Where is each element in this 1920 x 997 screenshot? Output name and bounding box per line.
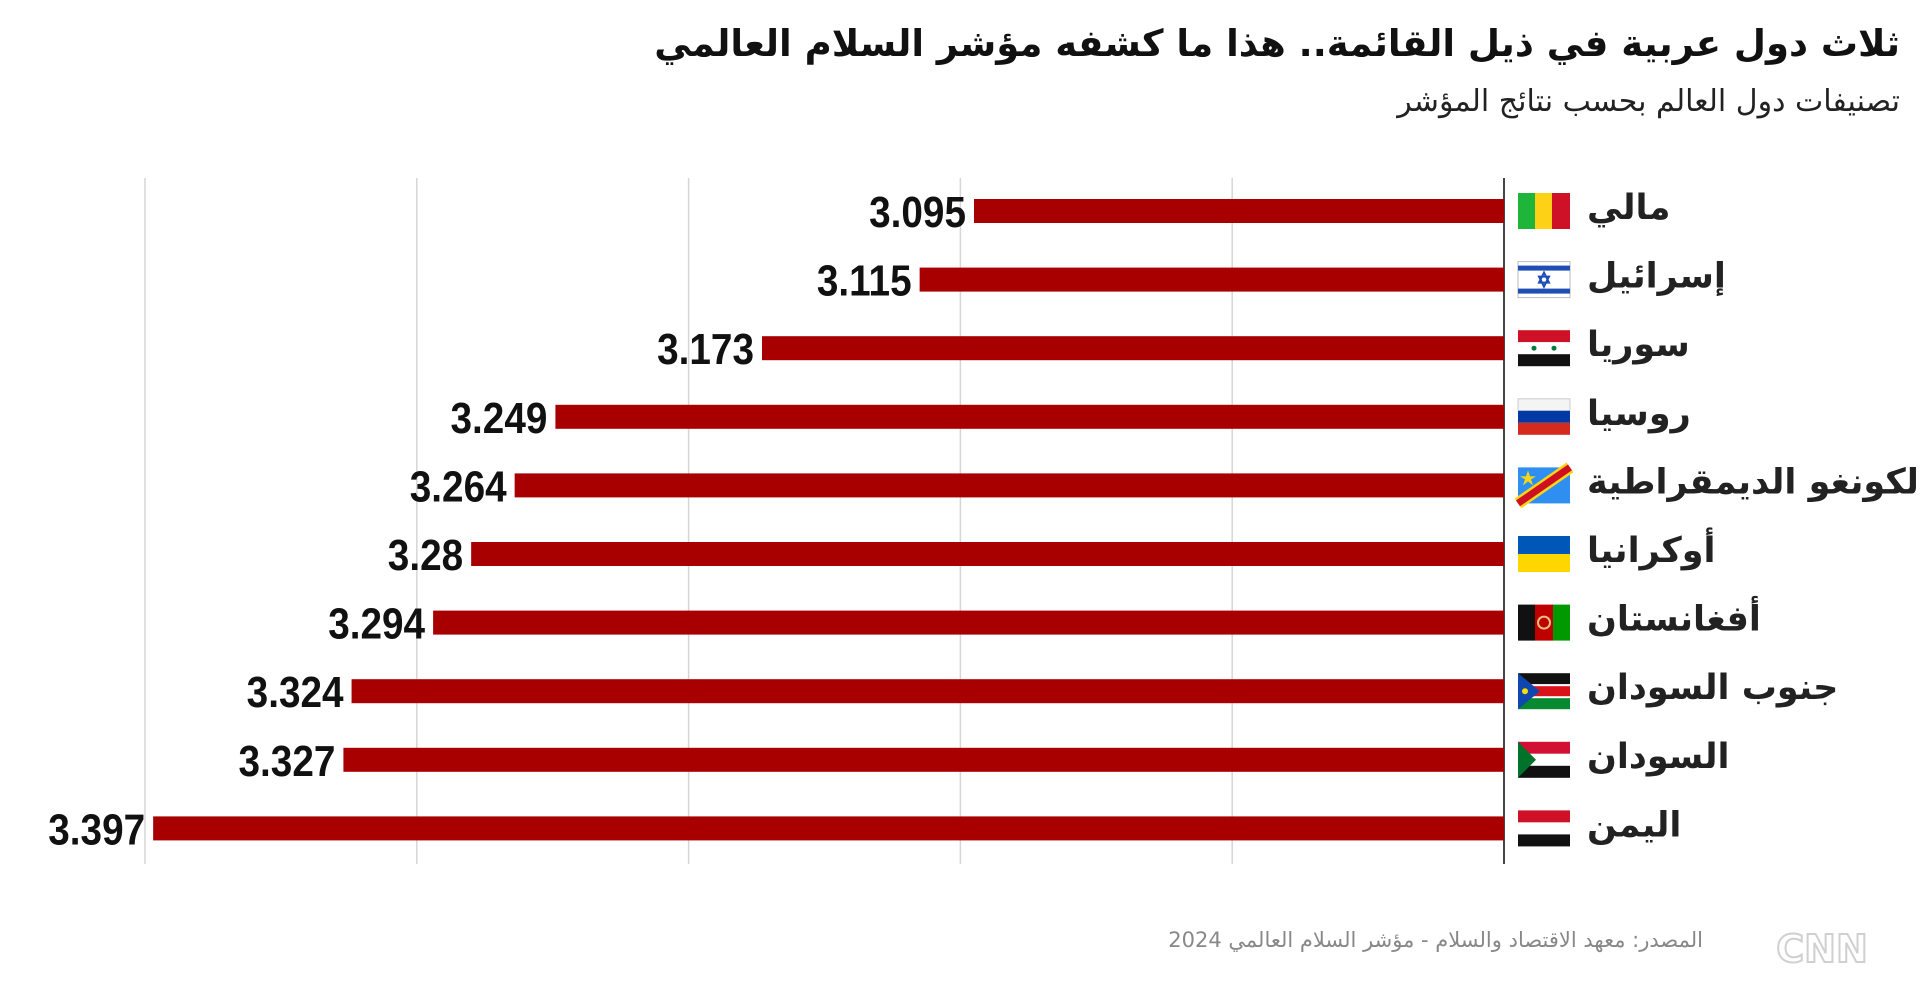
- value-label: 3.249: [451, 392, 548, 442]
- ukraine-flag-icon: [1518, 536, 1570, 572]
- value-label: 3.324: [247, 667, 344, 717]
- value-label: 3.264: [410, 461, 507, 511]
- afghanistan-flag-icon: [1518, 604, 1570, 641]
- chart-title: ثلاث دول عربية في ذيل القائمة.. هذا ما ك…: [654, 22, 1900, 65]
- south-sudan-flag-icon: [1518, 673, 1570, 710]
- country-label: السودان: [1587, 737, 1730, 777]
- bar: [343, 747, 1504, 772]
- value-label: 3.327: [239, 735, 336, 785]
- country-label: أفغانستان: [1587, 596, 1761, 640]
- israel-flag-icon: [1517, 261, 1571, 299]
- country-label: جنوب السودان: [1587, 668, 1838, 708]
- bar-row: 3.397 اليمن: [48, 804, 1681, 854]
- bar: [153, 816, 1504, 841]
- cnn-arabic-logo: CNN: [1775, 926, 1869, 972]
- svg-text:CNN: CNN: [1776, 927, 1868, 971]
- bar-row: 3.095 مالي: [869, 187, 1670, 237]
- bar: [351, 679, 1504, 704]
- country-label: سوريا: [1587, 325, 1690, 365]
- value-label: 3.115: [817, 255, 912, 305]
- dr-congo-flag-icon: [1514, 462, 1574, 509]
- bar: [555, 404, 1504, 429]
- source-note: المصدر: معهد الاقتصاد والسلام - مؤشر الس…: [1168, 928, 1703, 952]
- value-label: 3.28: [388, 530, 463, 580]
- bar-row: 3.173 سوريا: [657, 324, 1690, 374]
- russia-flag-icon: [1517, 398, 1571, 435]
- bar-row: 3.115 إسرائيل: [817, 255, 1726, 305]
- sudan-flag-icon: [1518, 741, 1570, 778]
- bar-row: 3.327 السودان: [239, 735, 1730, 785]
- value-label: 3.095: [869, 187, 966, 237]
- bar-row: 3.324 جنوب السودان: [247, 667, 1839, 717]
- bar: [919, 267, 1504, 292]
- syria-flag-icon: [1518, 330, 1570, 367]
- country-label: إسرائيل: [1587, 257, 1726, 297]
- bar-row: 3.28 أوكرانيا: [388, 527, 1716, 580]
- country-label: مالي: [1587, 188, 1670, 228]
- bar: [973, 199, 1504, 223]
- bar: [514, 473, 1504, 498]
- bar-row: 3.294 أفغانستان: [328, 596, 1761, 649]
- bar-row: 3.264 الكونغو الديمقراطية: [410, 461, 1920, 511]
- country-label: أوكرانيا: [1587, 527, 1715, 571]
- country-label: الكونغو الديمقراطية: [1587, 462, 1920, 502]
- value-label: 3.397: [48, 804, 145, 854]
- country-label: اليمن: [1587, 805, 1681, 845]
- chart-subtitle: تصنيفات دول العالم بحسب نتائج المؤشر: [1397, 84, 1900, 119]
- value-label: 3.173: [657, 324, 754, 374]
- bar: [761, 336, 1504, 361]
- country-label: روسيا: [1587, 394, 1691, 434]
- value-label: 3.294: [328, 598, 425, 648]
- mali-flag-icon: [1518, 193, 1570, 229]
- bar-chart: 3.095 مالي 3.115 إسرائيل 3.173 سوريا 3.249 روسي…: [48, 178, 1920, 864]
- bar-row: 3.249 روسيا: [451, 392, 1691, 442]
- bar: [471, 542, 1504, 566]
- bar: [433, 610, 1504, 635]
- yemen-flag-icon: [1518, 810, 1570, 847]
